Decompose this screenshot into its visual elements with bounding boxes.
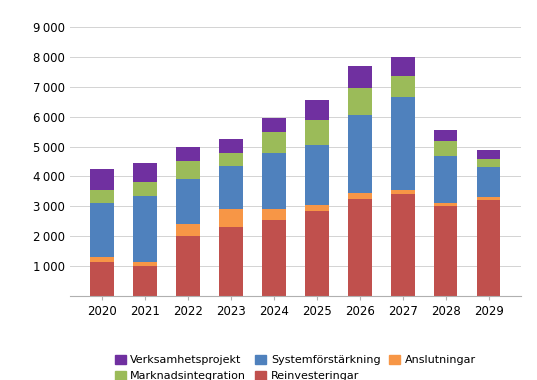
Bar [219,139,243,152]
Bar [133,182,157,196]
Bar [477,168,500,198]
Bar [434,130,458,141]
Bar [305,120,329,145]
Bar [176,147,200,162]
Bar [348,115,372,193]
Bar [262,209,286,220]
Bar [391,190,415,195]
Bar [176,225,200,236]
Bar [176,179,200,225]
Bar [391,97,415,190]
Bar [262,220,286,296]
Bar [348,88,372,115]
Bar [133,163,157,182]
Bar [305,100,329,120]
Bar [219,228,243,296]
Bar [90,169,114,190]
Bar [434,206,458,296]
Bar [305,145,329,205]
Bar [434,141,458,155]
Bar [434,203,458,206]
Legend: Verksamhetsprojekt, Marknadsintegration, Systemförstärkning, Reinvesteringar, An: Verksamhetsprojekt, Marknadsintegration,… [110,350,481,380]
Bar [348,66,372,88]
Bar [219,152,243,166]
Bar [477,149,500,158]
Bar [219,209,243,228]
Bar [477,201,500,296]
Bar [133,266,157,296]
Bar [348,193,372,199]
Bar [434,155,458,203]
Bar [391,195,415,296]
Bar [391,57,415,76]
Bar [133,196,157,262]
Bar [391,76,415,97]
Bar [477,158,500,168]
Bar [305,211,329,296]
Bar [305,205,329,211]
Bar [477,198,500,201]
Bar [90,203,114,257]
Bar [90,257,114,262]
Bar [90,190,114,203]
Bar [133,262,157,266]
Bar [262,152,286,209]
Bar [219,166,243,209]
Bar [348,199,372,296]
Bar [262,118,286,131]
Bar [176,162,200,179]
Bar [176,236,200,296]
Bar [262,131,286,152]
Bar [90,262,114,296]
